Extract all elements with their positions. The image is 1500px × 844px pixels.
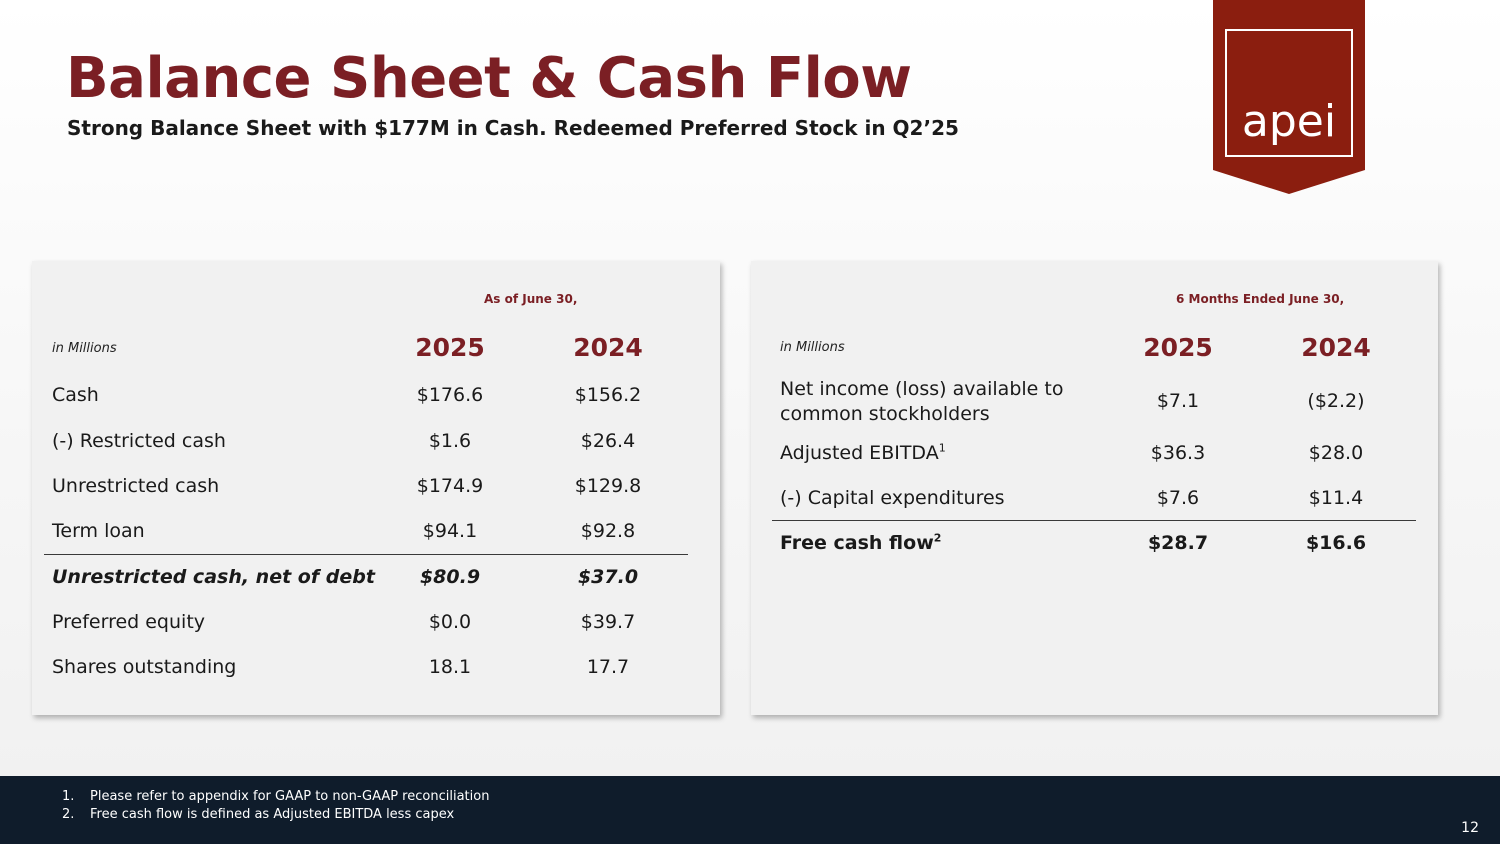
balance-sheet-year-2024: 2024: [573, 333, 643, 362]
value-2025: 18.1: [428, 656, 472, 678]
value-2025: $174.9: [416, 475, 484, 497]
value-2025: $94.1: [422, 520, 478, 542]
value-2025: $7.6: [1156, 487, 1200, 509]
balance-sheet-period-label: As of June 30,: [484, 292, 578, 306]
cash-flow-period-label: 6 Months Ended June 30,: [1176, 292, 1345, 306]
cash-flow-unit-label: in Millions: [780, 340, 845, 355]
footnote-text: Free cash flow is defined as Adjusted EB…: [90, 807, 455, 822]
footnote-marker: 2: [933, 531, 942, 545]
cash-flow-year-2024: 2024: [1301, 333, 1371, 362]
value-2025: $28.7: [1147, 532, 1209, 554]
row-label: (-) Capital expenditures: [780, 487, 1005, 509]
row-label: (-) Restricted cash: [52, 430, 226, 452]
row-label: Unrestricted cash, net of debt: [52, 566, 375, 588]
row-label: Unrestricted cash: [52, 475, 220, 497]
value-2024: $26.4: [580, 430, 636, 452]
value-2025: $80.9: [419, 566, 481, 588]
footnote-text: Please refer to appendix for GAAP to non…: [90, 789, 490, 804]
row-label: Cash: [52, 384, 99, 406]
row-label-line1: Net income (loss) available to: [780, 378, 1064, 400]
row-label: Free cash flow2: [780, 532, 941, 554]
logo-badge-shape: [1213, 0, 1365, 194]
balance-sheet-year-2025: 2025: [415, 333, 485, 362]
row-label: Shares outstanding: [52, 656, 237, 678]
row-label: Term loan: [52, 520, 145, 542]
table-divider: [44, 554, 688, 555]
value-2025: $36.3: [1150, 442, 1206, 464]
balance-sheet-panel: As of June 30, in Millions 2025 2024 Cas…: [32, 261, 720, 715]
footnote-number: 2.: [62, 807, 75, 822]
page-subtitle: Strong Balance Sheet with $177M in Cash.…: [67, 116, 959, 140]
value-2024: $39.7: [580, 611, 636, 633]
value-2024: $37.0: [577, 566, 639, 588]
value-2024: $92.8: [580, 520, 636, 542]
cash-flow-panel: 6 Months Ended June 30, in Millions 2025…: [751, 261, 1438, 715]
value-2025: $7.1: [1156, 390, 1200, 412]
value-2025: $1.6: [428, 430, 472, 452]
footnote-number: 1.: [62, 789, 75, 804]
value-2024: ($2.2): [1307, 390, 1365, 412]
cash-flow-year-2025: 2025: [1143, 333, 1213, 362]
row-label-text: Adjusted EBITDA: [780, 442, 939, 464]
row-label-line2: common stockholders: [780, 403, 990, 425]
value-2024: 17.7: [586, 656, 630, 678]
value-2024: $129.8: [574, 475, 642, 497]
row-label-text: Free cash flow: [780, 532, 934, 554]
value-2024: $16.6: [1305, 532, 1367, 554]
page-title: Balance Sheet & Cash Flow: [66, 46, 912, 111]
balance-sheet-unit-label: in Millions: [52, 341, 117, 356]
page-number: 12: [1461, 820, 1479, 836]
apei-logo: apei: [1213, 0, 1365, 194]
table-divider: [772, 520, 1416, 521]
footnote-marker: 1: [938, 441, 946, 455]
value-2025: $176.6: [416, 384, 484, 406]
value-2025: $0.0: [428, 611, 472, 633]
value-2024: $156.2: [574, 384, 642, 406]
value-2024: $28.0: [1308, 442, 1364, 464]
row-label: Preferred equity: [52, 611, 206, 633]
value-2024: $11.4: [1308, 487, 1364, 509]
footer-bar: 1. Please refer to appendix for GAAP to …: [0, 776, 1500, 844]
row-label: Adjusted EBITDA1: [780, 442, 946, 464]
logo-text: apei: [1241, 96, 1337, 147]
